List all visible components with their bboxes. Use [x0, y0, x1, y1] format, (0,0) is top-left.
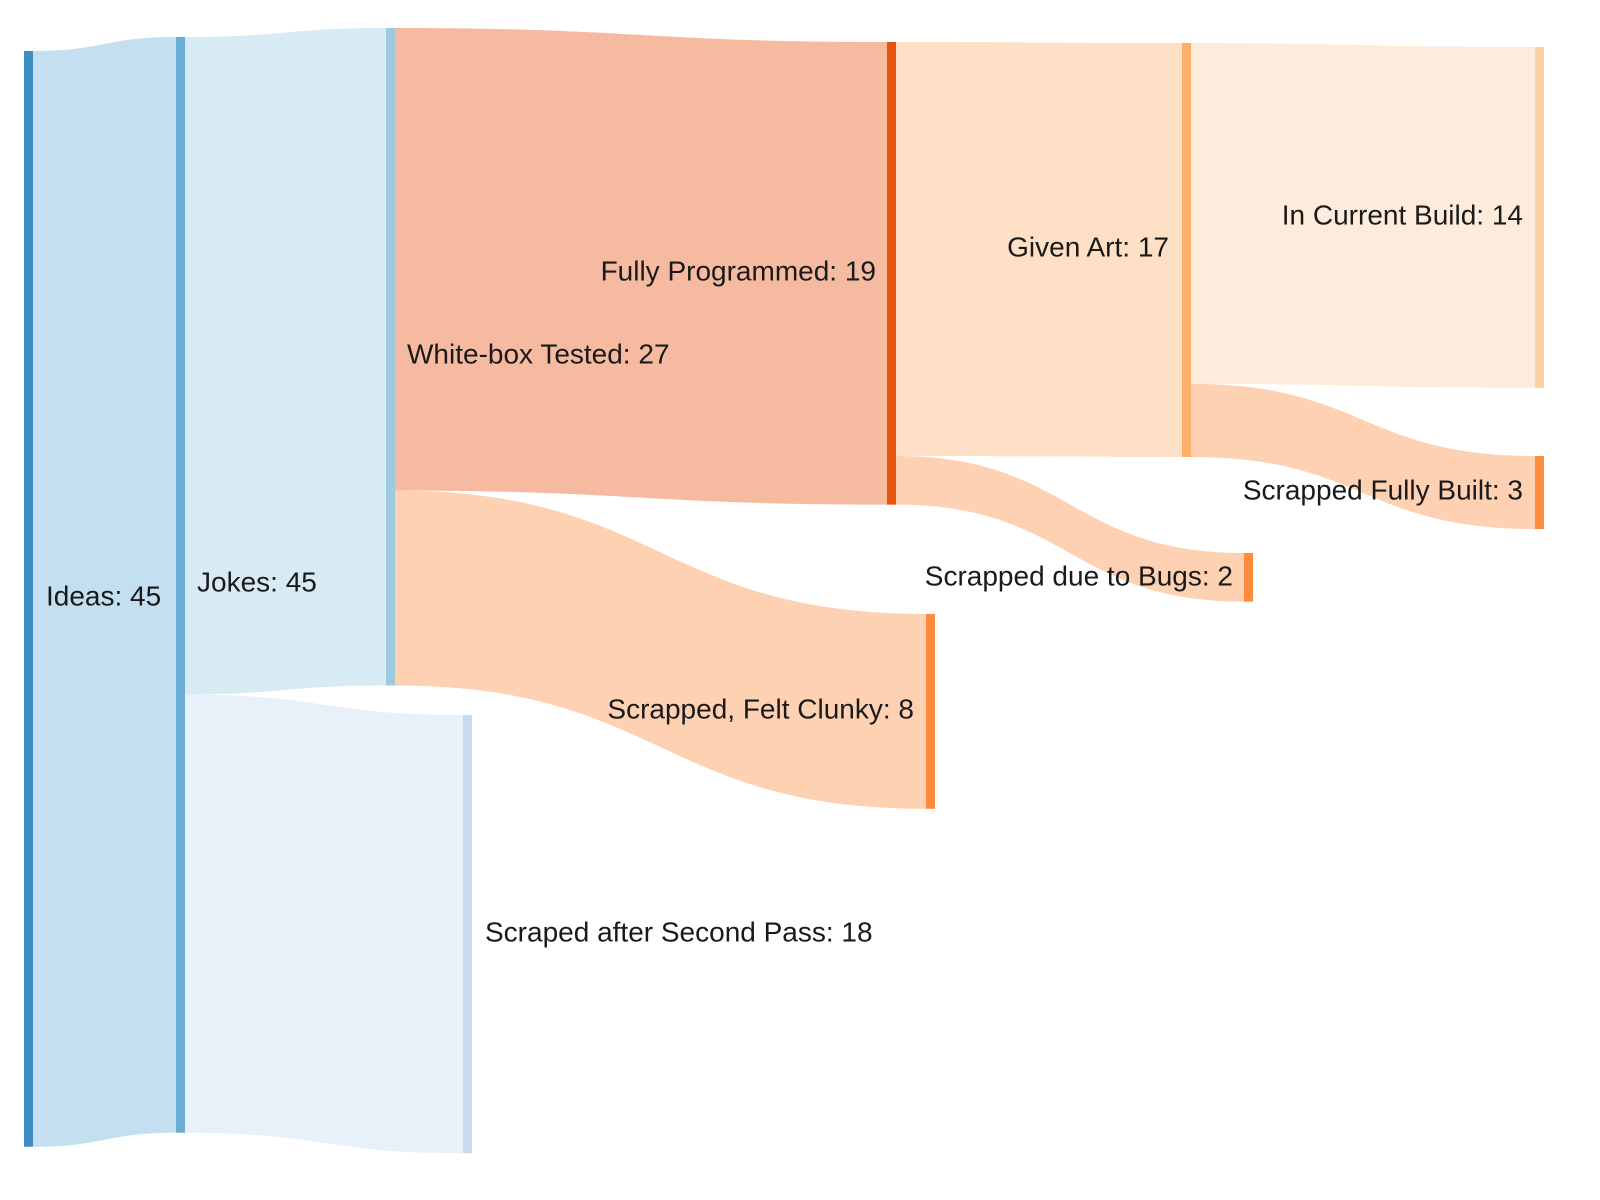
node-label-programmed: Fully Programmed: 19: [601, 255, 876, 286]
node-label-bugs: Scrapped due to Bugs: 2: [925, 560, 1233, 591]
node-art: [1182, 43, 1191, 457]
sankey-links: [33, 28, 1535, 1154]
link-art-to-current: [1191, 43, 1535, 388]
node-current: [1535, 47, 1544, 388]
node-label-fullybuilt: Scrapped Fully Built: 3: [1243, 474, 1523, 505]
link-ideas-to-jokes: [33, 37, 176, 1147]
node-clunky: [926, 614, 935, 809]
sankey-labels: Ideas: 45 Jokes: 45 White-box Tested: 27 Sc…: [46, 199, 1523, 947]
node-label-art: Given Art: 17: [1007, 231, 1169, 262]
link-jokes-to-scraped2: [185, 694, 463, 1154]
node-label-whitebox: White-box Tested: 27: [407, 338, 670, 369]
link-programmed-to-bugs: [896, 455, 1244, 602]
node-whitebox: [386, 28, 395, 686]
link-jokes-to-whitebox: [185, 28, 386, 695]
node-label-jokes: Jokes: 45: [197, 566, 317, 597]
node-label-ideas: Ideas: 45: [46, 580, 161, 611]
node-ideas: [24, 51, 33, 1147]
node-scraped2: [463, 715, 472, 1154]
node-label-clunky: Scrapped, Felt Clunky: 8: [607, 693, 914, 724]
link-whitebox-to-programmed: [395, 28, 887, 505]
link-programmed-to-art: [896, 42, 1182, 457]
node-fullybuilt: [1535, 456, 1544, 530]
node-programmed: [887, 42, 896, 505]
link-art-to-fullybuilt: [1191, 383, 1535, 530]
link-whitebox-to-clunky: [395, 490, 926, 809]
node-bugs: [1244, 553, 1253, 602]
node-label-current: In Current Build: 14: [1282, 199, 1523, 230]
sankey-nodes: [24, 28, 1544, 1154]
node-label-scraped2: Scraped after Second Pass: 18: [485, 916, 873, 947]
node-jokes: [176, 37, 185, 1133]
